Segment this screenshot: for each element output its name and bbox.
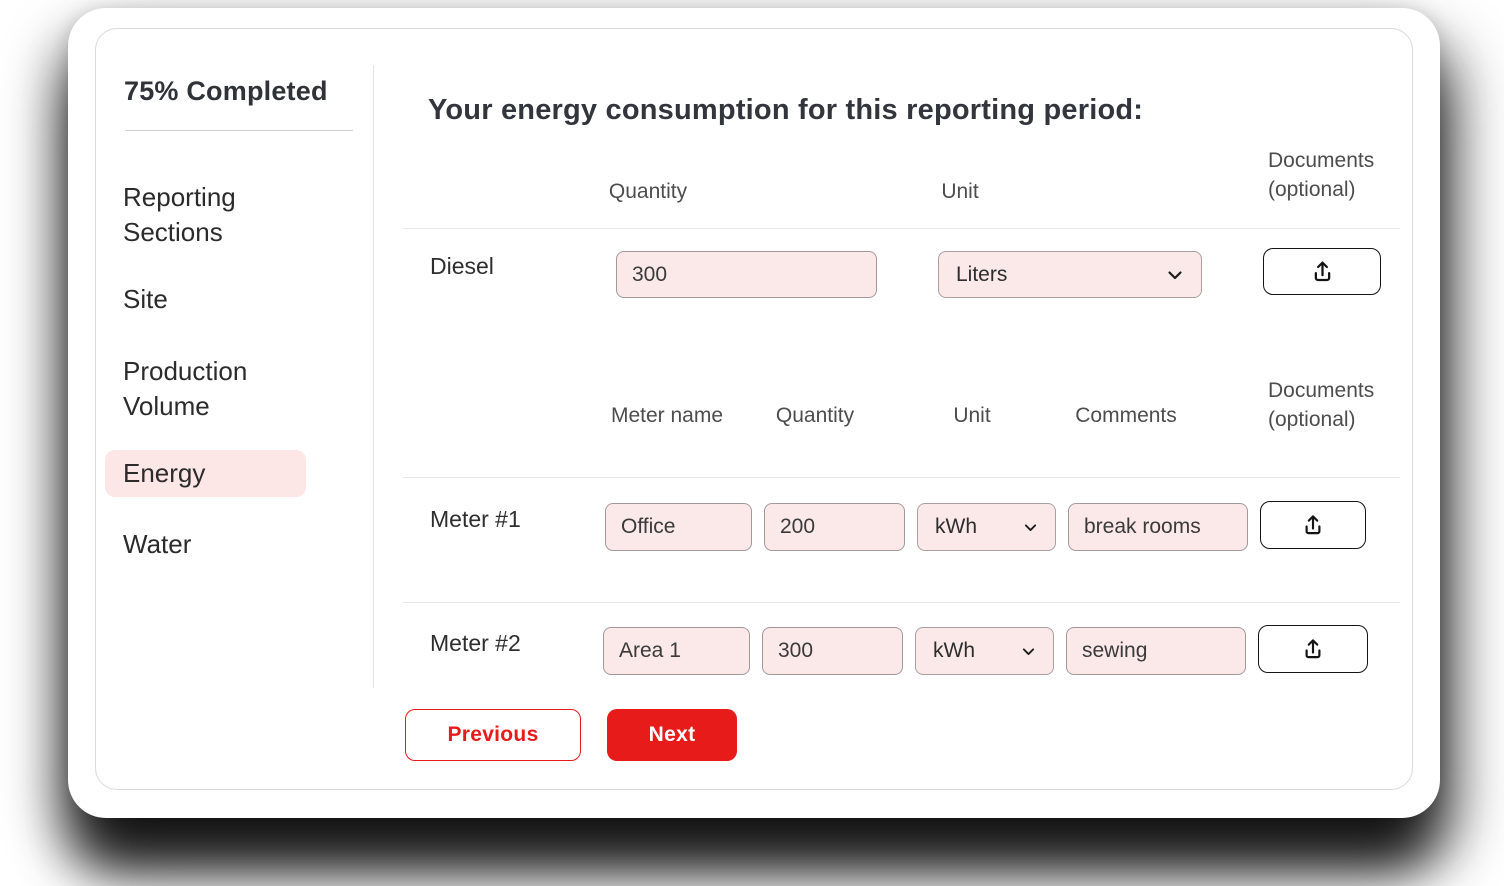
fuel-table-divider	[403, 228, 1400, 229]
meter-table-divider-top	[403, 477, 1400, 478]
sidebar-item-energy[interactable]: Energy	[105, 450, 306, 497]
diesel-upload-documents-button[interactable]	[1263, 248, 1381, 295]
meter-documents-header-line1: Documents	[1268, 379, 1375, 402]
sidebar-divider	[125, 130, 353, 131]
diesel-unit-value: Liters	[956, 262, 1008, 286]
meter-1-unit-select[interactable]: kWh	[917, 503, 1056, 551]
meter-2-unit-value: kWh	[933, 639, 975, 662]
meter-documents-header-line2: (optional)	[1268, 408, 1356, 431]
fuel-quantity-header: Quantity	[608, 180, 688, 203]
meter-2-upload-documents-button[interactable]	[1258, 625, 1368, 673]
meter-1-name-input[interactable]	[605, 503, 752, 551]
sidebar-item-energy-label: Energy	[123, 458, 206, 488]
meter-1-unit-value: kWh	[935, 515, 977, 538]
meter-1-upload-documents-button[interactable]	[1260, 501, 1366, 549]
report-card: 75% Completed Reporting Sections Site Pr…	[68, 8, 1440, 818]
chevron-down-icon	[1024, 523, 1037, 531]
meter-table-divider-middle	[403, 602, 1400, 603]
sidebar-item-reporting-sections[interactable]: Reporting Sections	[123, 182, 236, 247]
chevron-down-icon	[1022, 647, 1035, 655]
sidebar-content-divider	[373, 65, 374, 688]
page-title: Your energy consumption for this reporti…	[428, 94, 1144, 126]
meter-2-comments-input[interactable]	[1066, 627, 1246, 675]
meter-name-header: Meter name	[610, 404, 724, 427]
meter-2-unit-select[interactable]: kWh	[915, 627, 1054, 675]
fuel-documents-header-line1: Documents	[1268, 149, 1375, 172]
diesel-quantity-input[interactable]	[616, 251, 877, 298]
sidebar-item-production-volume[interactable]: Production Volume	[123, 356, 248, 421]
fuel-documents-header-line2: (optional)	[1268, 178, 1356, 201]
chevron-down-icon	[1168, 270, 1182, 279]
meter-1-comments-input[interactable]	[1068, 503, 1248, 551]
meter-comments-header: Comments	[1075, 404, 1177, 427]
meter-2-row-label: Meter #2	[430, 630, 521, 656]
next-button[interactable]: Next	[607, 709, 737, 761]
diesel-unit-select[interactable]: Liters	[938, 251, 1202, 298]
meter-unit-header: Unit	[953, 404, 991, 427]
progress-label: 75% Completed	[124, 76, 328, 106]
meter-1-quantity-input[interactable]	[764, 503, 905, 551]
meter-2-quantity-input[interactable]	[762, 627, 903, 675]
meter-2-name-input[interactable]	[603, 627, 750, 675]
meter-1-row-label: Meter #1	[430, 506, 521, 532]
previous-button[interactable]: Previous	[405, 709, 581, 761]
sidebar-item-site[interactable]: Site	[123, 284, 168, 314]
fuel-documents-header: Documents (optional)	[1268, 146, 1458, 204]
meter-documents-header: Documents (optional)	[1268, 376, 1458, 434]
upload-icon	[1305, 515, 1321, 535]
meter-quantity-header: Quantity	[775, 404, 855, 427]
fuel-unit-header: Unit	[941, 180, 979, 203]
upload-icon	[1305, 639, 1321, 659]
diesel-row-label: Diesel	[430, 253, 494, 279]
sidebar-item-water[interactable]: Water	[123, 529, 192, 559]
upload-icon	[1314, 261, 1330, 282]
